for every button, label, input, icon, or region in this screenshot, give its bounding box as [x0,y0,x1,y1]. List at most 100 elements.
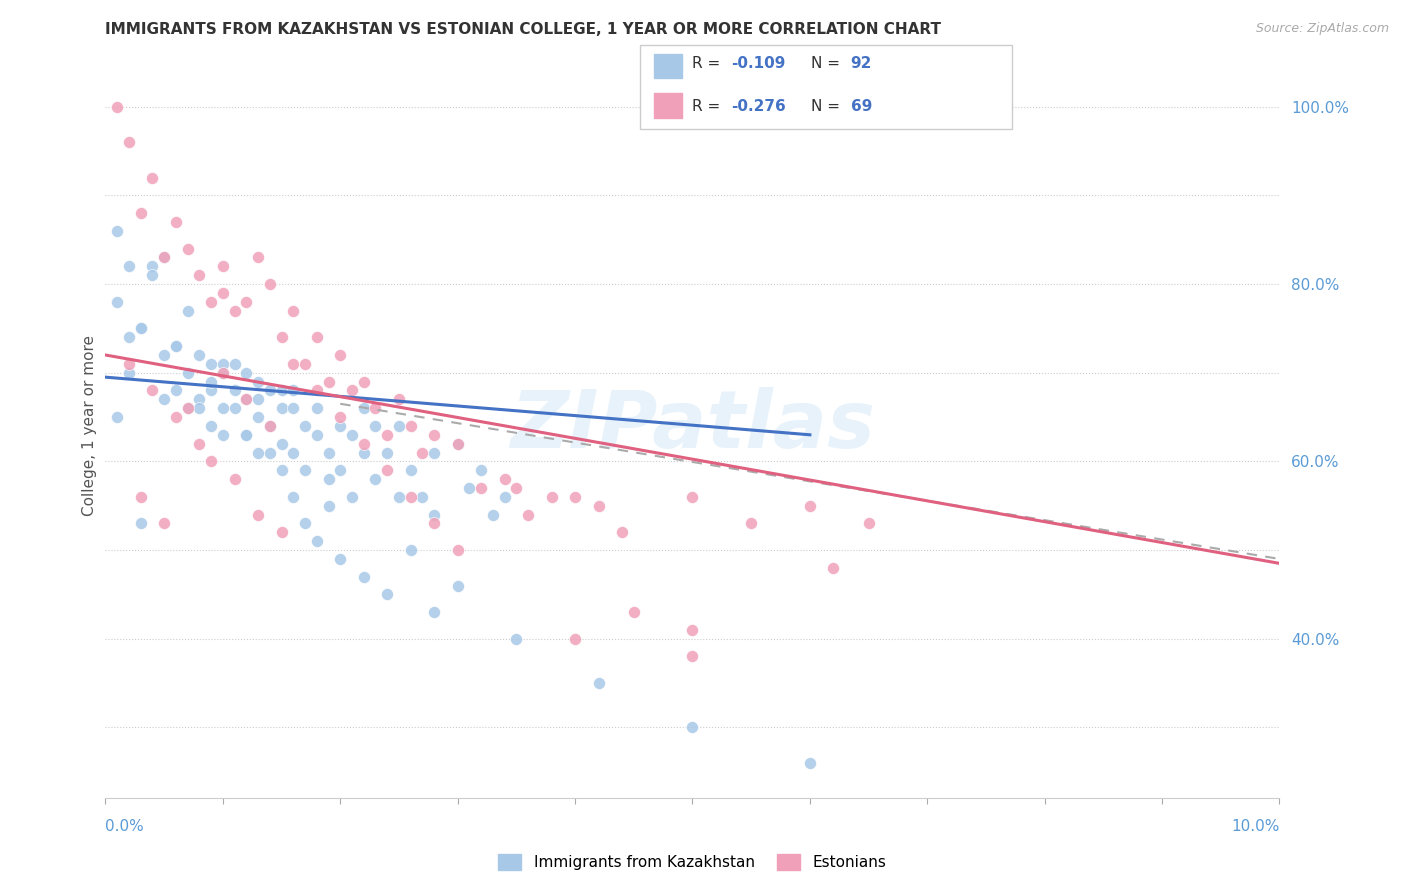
Text: -0.276: -0.276 [731,99,786,113]
Y-axis label: College, 1 year or more: College, 1 year or more [82,335,97,516]
Text: N =: N = [811,99,845,113]
Point [388,392,411,407]
Point [446,436,468,450]
Point [105,410,128,425]
Point [105,224,128,238]
Point [235,294,257,309]
Point [176,366,198,380]
Point [610,525,633,540]
Point [305,384,328,398]
Point [588,676,610,690]
Point [118,135,141,149]
Point [211,427,233,442]
Point [564,632,586,646]
Point [340,427,363,442]
Text: N =: N = [811,56,845,70]
Point [399,490,422,504]
Point [129,321,152,335]
Point [105,294,128,309]
Point [353,401,375,416]
Point [364,401,387,416]
Text: R =: R = [692,99,725,113]
Point [200,375,222,389]
Point [176,401,198,416]
Point [211,285,233,300]
Point [141,384,163,398]
Point [364,419,387,434]
Point [200,294,222,309]
Point [129,206,152,220]
Point [211,366,233,380]
Point [224,401,246,416]
Point [399,463,422,477]
Text: -0.109: -0.109 [731,56,786,70]
Point [318,499,340,513]
Point [283,303,305,318]
Point [505,481,527,495]
Point [211,401,233,416]
Point [270,401,292,416]
Point [247,375,270,389]
Point [283,384,305,398]
Point [329,552,352,566]
Point [259,384,281,398]
Point [423,508,446,522]
Point [270,384,292,398]
Point [375,427,398,442]
Point [188,392,211,407]
Point [353,569,375,583]
Point [494,490,516,504]
Text: ZIPatlas: ZIPatlas [510,387,875,465]
Point [294,419,316,434]
Point [224,384,246,398]
Point [294,463,316,477]
Point [247,410,270,425]
Point [329,419,352,434]
Point [118,357,141,371]
Point [188,268,211,283]
Point [318,375,340,389]
Point [165,410,187,425]
Point [270,330,292,344]
Text: 69: 69 [851,99,872,113]
Point [153,516,176,531]
Point [411,490,433,504]
Point [399,543,422,558]
Point [270,463,292,477]
Point [153,392,176,407]
Text: R =: R = [692,56,725,70]
Point [118,260,141,274]
Text: 92: 92 [851,56,872,70]
Point [153,348,176,362]
Point [517,508,540,522]
Point [353,436,375,450]
Point [153,251,176,265]
Point [623,605,645,619]
Point [283,401,305,416]
Point [388,490,411,504]
Point [858,516,880,531]
Point [153,251,176,265]
Point [247,251,270,265]
Point [188,348,211,362]
Point [235,427,257,442]
Point [247,508,270,522]
Point [411,445,433,459]
Point [235,392,257,407]
Point [388,419,411,434]
Point [340,490,363,504]
Point [211,260,233,274]
Point [446,578,468,592]
Point [423,427,446,442]
Point [200,357,222,371]
Point [259,419,281,434]
Point [375,463,398,477]
Point [176,401,198,416]
Point [305,427,328,442]
Point [200,419,222,434]
Text: 10.0%: 10.0% [1232,820,1279,834]
Point [141,268,163,283]
Point [682,649,704,664]
Point [353,375,375,389]
Point [176,242,198,256]
